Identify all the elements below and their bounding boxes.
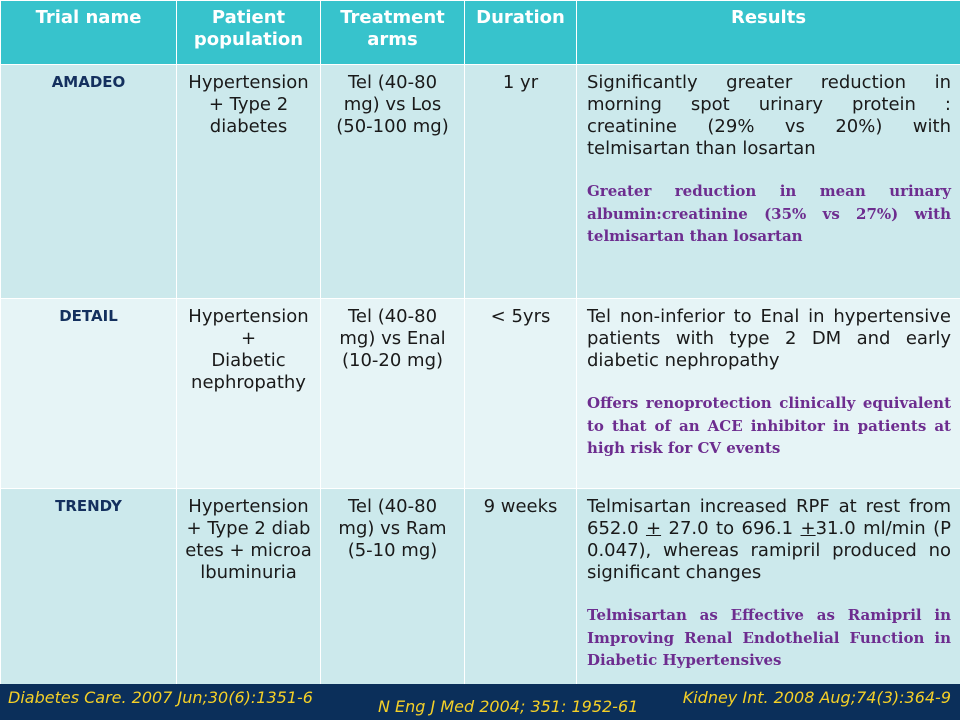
population-line: Hypertension [188,306,309,327]
table-row: AMADEO Hypertension + Type 2 diabetes Te… [0,64,960,299]
trial-name-cell: DETAIL [0,298,177,489]
treatment-arms-cell: Tel (40-80 mg) vs Los (50-100 mg) [320,64,465,299]
reference-right: Kidney Int. 2008 Aug;74(3):364-9 [682,688,951,707]
population-cell: Hypertension + Diabetic nephropathy [176,298,321,489]
duration-cell: 9 weeks [464,488,577,685]
header-patient-population: Patient population [176,0,321,65]
result-text-part: 31.0 ml/min (P 0.047), whereas ramipril … [587,518,951,583]
population-cell: Hypertension + Type 2 diabetes + microal… [176,488,321,685]
duration-cell: 1 yr [464,64,577,299]
trial-name-cell: TRENDY [0,488,177,685]
table-row: TRENDY Hypertension + Type 2 diabetes + … [0,488,960,685]
trials-table: Trial name Patient population Treatment … [0,0,960,685]
population-cell: Hypertension + Type 2 diabetes [176,64,321,299]
header-row: Trial name Patient population Treatment … [0,0,960,65]
result-note: Telmisartan as Effective as Ramipril in … [587,606,951,669]
result-text: Telmisartan increased RPF at rest from 6… [587,496,951,584]
duration-cell: < 5yrs [464,298,577,489]
results-cell: Significantly greater reduction in morni… [576,64,960,299]
result-note: Offers renoprotection clinically equival… [587,394,951,457]
plus-minus-symbol: + [645,518,662,539]
header-results: Results [576,0,960,65]
header-trial-name: Trial name [0,0,177,65]
treatment-arms-cell: Tel (40-80 mg) vs Ram (5-10 mg) [320,488,465,685]
results-cell: Tel non-inferior to Enal in hypertensive… [576,298,960,489]
result-text: Tel non-inferior to Enal in hypertensive… [587,306,951,371]
treatment-arms-cell: Tel (40-80 mg) vs Enal (10-20 mg) [320,298,465,489]
result-text-part: 27.0 to 696.1 [661,518,801,539]
result-note: Greater reduction in mean urinary albumi… [587,182,951,245]
table-row: DETAIL Hypertension + Diabetic nephropat… [0,298,960,489]
results-cell: Telmisartan increased RPF at rest from 6… [576,488,960,685]
header-duration: Duration [464,0,577,65]
population-line: + [240,328,257,349]
header-treatment-arms: Treatment arms [320,0,465,65]
trial-name-cell: AMADEO [0,64,177,299]
plus-minus-symbol: + [800,518,816,539]
result-text-part: Telmisartan increased RPF at rest from 6… [587,496,951,539]
references-footer: Diabetes Care. 2007 Jun;30(6):1351-6 N E… [0,684,960,720]
result-text: Significantly greater reduction in morni… [587,72,951,159]
reference-left: Diabetes Care. 2007 Jun;30(6):1351-6 [8,688,313,707]
reference-middle: N Eng J Med 2004; 351: 1952-61 [378,697,639,716]
population-line: Diabetic nephropathy [191,350,306,393]
